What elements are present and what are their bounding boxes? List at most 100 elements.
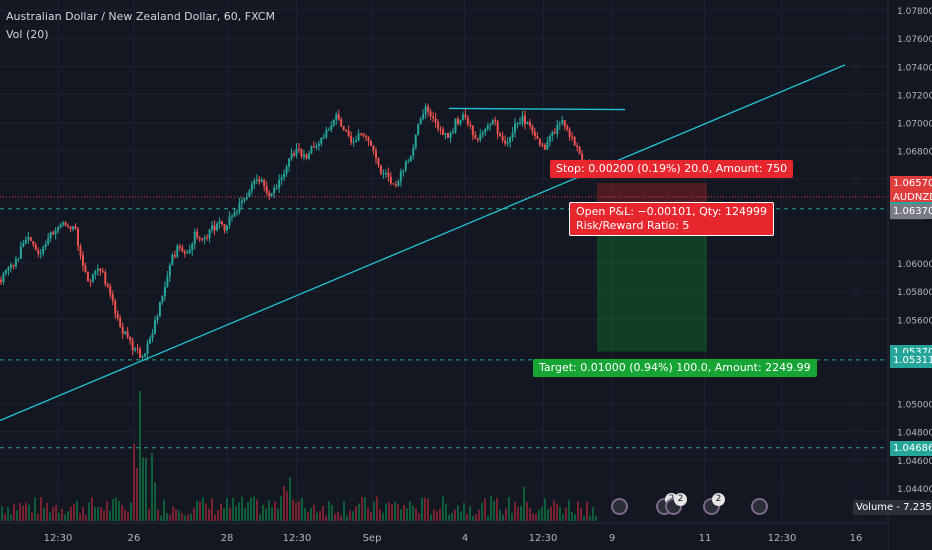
candle-body [307, 153, 310, 159]
volume-indicator-label[interactable]: Vol (20) [6, 28, 49, 41]
candle-body [332, 119, 335, 126]
candle-body [69, 226, 72, 230]
candle-body [278, 179, 281, 188]
candle-body [464, 114, 467, 118]
candle-body [49, 232, 52, 239]
volume-bar [583, 515, 585, 521]
candle-body [263, 179, 266, 187]
candle-body [566, 126, 569, 130]
candle-body [444, 133, 447, 135]
resistance-line[interactable] [448, 107, 626, 111]
volume-bar [181, 513, 183, 521]
candle-body [295, 148, 298, 156]
candle-body [27, 237, 30, 240]
candle-body [111, 294, 114, 301]
candle-body [191, 244, 194, 251]
candle-body [216, 223, 219, 231]
volume-bar [22, 506, 24, 521]
candle-body [367, 137, 370, 141]
volume-bar [133, 443, 135, 521]
candle-body [141, 356, 144, 358]
candle-body [533, 131, 536, 137]
candle-body [511, 132, 514, 138]
volume-bar [238, 502, 240, 521]
candle-body [178, 245, 181, 248]
candle-body [221, 221, 224, 225]
candle-body [427, 106, 430, 112]
candle-body [188, 250, 191, 253]
volume-bar [310, 507, 312, 521]
volume-bar [274, 501, 276, 521]
trend-line[interactable] [0, 64, 846, 422]
volume-bar [313, 504, 315, 521]
candle-body [384, 172, 387, 174]
candle-body [325, 129, 328, 138]
globe-icon[interactable] [751, 498, 768, 515]
candle-body [382, 173, 385, 175]
candle-body [571, 137, 574, 139]
volume-bar [355, 506, 357, 521]
candle-body [419, 118, 422, 125]
volume-bar [418, 513, 420, 521]
volume-bar [373, 501, 375, 521]
candle-body [96, 268, 99, 271]
volume-bar [61, 508, 63, 521]
candle-body [548, 136, 551, 143]
price-axis[interactable]: 1.07800 1.07600 1.07400 1.07200 1.07000 1.068… [897, 7, 932, 495]
candle-body [7, 267, 10, 271]
time-tick-label: 28 [221, 533, 234, 544]
candle-body [121, 326, 124, 334]
volume-bar [496, 497, 498, 521]
candle-body [79, 246, 82, 256]
price-tag: 1.04686 [890, 440, 932, 456]
time-tick-label: 12:30 [44, 533, 73, 544]
candle-body [456, 118, 459, 124]
price-tick-label: 1.07800 [897, 7, 932, 17]
volume-bar [28, 504, 30, 521]
volume-bar [358, 503, 360, 521]
candle-body [124, 331, 127, 334]
volume-bar [301, 497, 303, 521]
candle-body [521, 115, 524, 123]
candle-body [449, 133, 452, 139]
time-axis[interactable]: 12:30 26 28 12:30 Sep 4 12:30 9 11 12:30 16 [44, 533, 863, 544]
volume-bar [280, 496, 282, 521]
candle-body [84, 265, 87, 273]
volume-bar [130, 502, 132, 521]
candle-body [153, 320, 156, 334]
volume-bar [535, 513, 537, 521]
open-pnl-label: Open P&L: −0.00101, Qty: 124999 Risk/Rew… [569, 202, 774, 236]
candle-body [203, 237, 206, 239]
candle-body [32, 241, 35, 245]
volume-bar [88, 502, 90, 521]
candle-body [86, 272, 89, 282]
volume-bar [256, 499, 258, 521]
candle-body [139, 348, 142, 358]
globe-icon[interactable] [611, 498, 628, 515]
volume-bar [229, 507, 231, 521]
volume-bar [187, 514, 189, 521]
volume-bar [430, 514, 432, 521]
volume-bar [448, 514, 450, 521]
candle-body [362, 133, 365, 136]
candle-body [89, 281, 92, 283]
volume-bar [505, 508, 507, 521]
candle-body [74, 226, 77, 229]
candle-body [573, 137, 576, 146]
volume-bar [475, 514, 477, 521]
volume-bar [367, 507, 369, 521]
volume-bar [499, 509, 501, 521]
candle-body [350, 135, 353, 143]
volume-bar [376, 496, 378, 521]
volume-bar [463, 502, 465, 521]
volume-bar [565, 507, 567, 521]
candle-body [387, 172, 390, 177]
volume-bar [526, 501, 528, 521]
volume-bar [328, 501, 330, 521]
candle-body [519, 122, 522, 124]
volume-bar [550, 506, 552, 521]
volume-bar [454, 509, 456, 521]
volume-bar [595, 515, 597, 521]
volume-bar [547, 508, 549, 521]
